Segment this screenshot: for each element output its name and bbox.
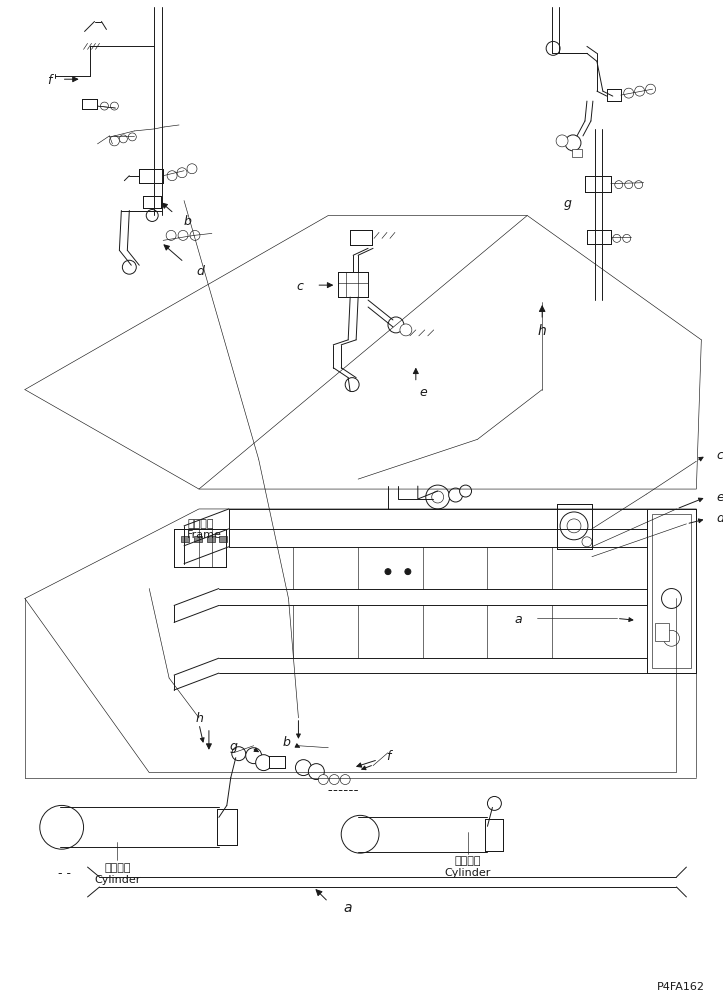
Circle shape (385, 569, 391, 575)
Bar (269, 756, 285, 768)
Circle shape (426, 485, 450, 510)
Circle shape (177, 169, 187, 179)
Circle shape (345, 378, 359, 392)
Circle shape (341, 815, 379, 854)
Bar (194, 537, 202, 543)
Circle shape (449, 488, 463, 503)
Bar (646, 510, 696, 673)
Circle shape (187, 164, 197, 175)
Bar (140, 170, 163, 184)
Bar (572, 149, 582, 157)
Text: P4FA162: P4FA162 (656, 982, 705, 992)
Circle shape (625, 182, 633, 190)
Circle shape (111, 103, 119, 111)
Text: d: d (716, 512, 723, 525)
Circle shape (190, 231, 200, 241)
Bar (485, 819, 503, 852)
Circle shape (662, 589, 682, 609)
Text: Cylinder: Cylinder (94, 875, 140, 884)
Text: フレーム: フレーム (187, 519, 213, 529)
Bar (181, 537, 189, 543)
Text: Frame: Frame (187, 530, 222, 540)
Circle shape (40, 805, 84, 850)
Bar (219, 537, 227, 543)
Text: - -: - - (58, 866, 71, 879)
Circle shape (546, 42, 560, 56)
Circle shape (341, 774, 350, 784)
Circle shape (565, 135, 581, 151)
Bar (350, 231, 372, 246)
Bar (82, 100, 98, 110)
Bar (651, 515, 691, 668)
Circle shape (623, 235, 630, 243)
Circle shape (246, 748, 262, 764)
Text: f: f (386, 749, 390, 762)
Bar (338, 273, 368, 298)
Text: b: b (283, 735, 291, 748)
Text: h: h (538, 324, 547, 338)
Bar (174, 530, 226, 567)
Circle shape (635, 87, 645, 97)
Text: a: a (344, 900, 352, 914)
Circle shape (329, 774, 339, 784)
Text: b: b (184, 215, 192, 228)
Circle shape (635, 182, 643, 190)
Circle shape (309, 764, 325, 779)
Circle shape (487, 796, 501, 810)
Text: g: g (230, 739, 238, 752)
Circle shape (100, 103, 108, 111)
Circle shape (128, 133, 137, 141)
Circle shape (400, 325, 412, 337)
Circle shape (178, 231, 188, 241)
Circle shape (146, 211, 158, 223)
Circle shape (405, 569, 411, 575)
Text: d: d (196, 265, 204, 278)
Text: f: f (47, 73, 52, 86)
Bar (143, 197, 161, 209)
Circle shape (388, 318, 404, 334)
Circle shape (122, 261, 137, 275)
Text: c: c (716, 448, 723, 461)
Text: c: c (296, 280, 304, 292)
Circle shape (646, 85, 656, 95)
Bar (607, 90, 621, 102)
Circle shape (613, 235, 621, 243)
Text: g: g (563, 197, 571, 210)
Text: シリンダ: シリンダ (104, 863, 131, 873)
Text: h: h (196, 712, 204, 724)
Circle shape (296, 760, 312, 775)
Circle shape (167, 172, 177, 182)
Text: シリンダ: シリンダ (454, 856, 481, 866)
Bar (587, 231, 611, 245)
Circle shape (256, 755, 272, 771)
Bar (557, 505, 592, 550)
Circle shape (460, 485, 471, 497)
Circle shape (119, 135, 127, 143)
Circle shape (318, 774, 328, 784)
Bar (654, 624, 669, 642)
Circle shape (624, 89, 633, 99)
Circle shape (556, 135, 568, 147)
Circle shape (582, 538, 592, 548)
Text: a: a (515, 612, 522, 625)
Text: e: e (716, 490, 723, 504)
Circle shape (166, 231, 176, 241)
Circle shape (560, 513, 588, 541)
Circle shape (109, 136, 119, 146)
Text: Cylinder: Cylinder (445, 868, 491, 878)
Circle shape (615, 182, 623, 190)
Circle shape (232, 747, 246, 761)
Bar (207, 537, 215, 543)
Bar (585, 177, 611, 193)
Text: e: e (420, 386, 427, 398)
Bar (217, 809, 236, 846)
